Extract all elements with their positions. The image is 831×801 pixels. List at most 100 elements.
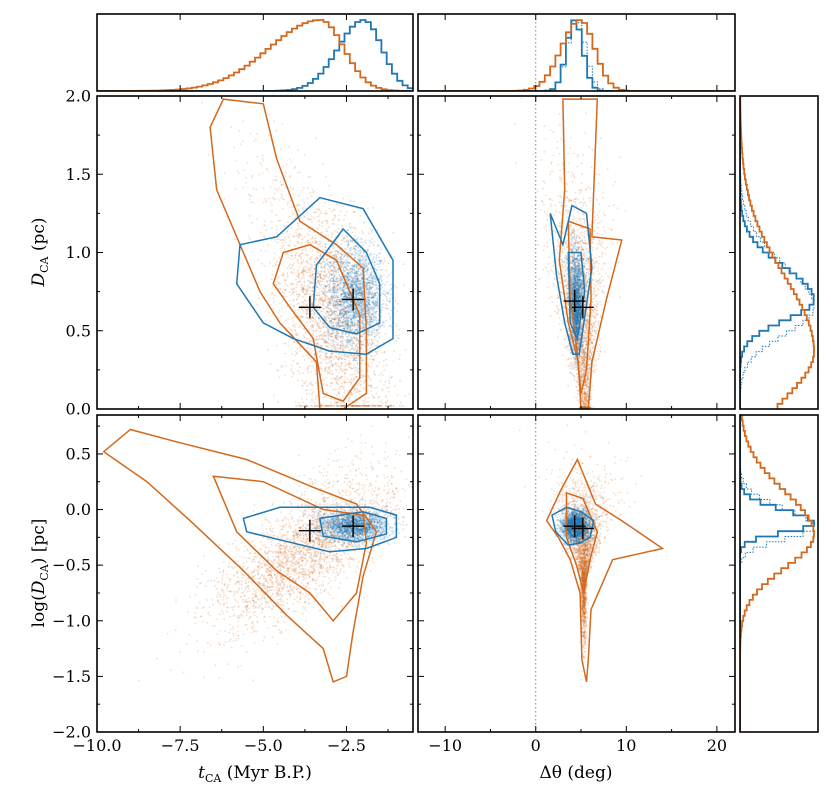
scatter-point [268, 113, 271, 116]
scatter-point [367, 232, 370, 235]
scatter-point [374, 280, 377, 282]
scatter-point [339, 377, 342, 379]
scatter-point [319, 276, 322, 279]
scatter-point [363, 310, 365, 313]
scatter-point [324, 319, 327, 322]
scatter-point [328, 300, 331, 303]
scatter-point [316, 257, 319, 259]
scatter-point [272, 297, 275, 300]
scatter-point [355, 289, 358, 291]
scatter-point [355, 294, 358, 296]
scatter-point [338, 279, 341, 282]
scatter-point [351, 367, 353, 370]
scatter-point [338, 305, 340, 307]
scatter-point [352, 286, 355, 289]
scatter-point [319, 254, 321, 257]
scatter-point [333, 313, 336, 316]
scatter-point [351, 322, 353, 324]
scatter-point [359, 285, 361, 288]
scatter-point [361, 299, 364, 302]
scatter-point [289, 240, 292, 243]
scatter-point [337, 257, 340, 260]
scatter-point [365, 289, 368, 291]
scatter-point [347, 329, 350, 332]
scatter-point [314, 299, 317, 302]
scatter-point [398, 405, 401, 407]
scatter-point [311, 188, 314, 191]
scatter-point [340, 294, 343, 297]
scatter-point [370, 267, 372, 270]
scatter-point [344, 317, 347, 320]
scatter-point [371, 361, 373, 364]
scatter-point [300, 227, 303, 230]
scatter-point [272, 561, 274, 564]
scatter-point [352, 279, 355, 282]
scatter-point [356, 273, 358, 276]
scatter-point [336, 344, 339, 346]
scatter-point [317, 531, 319, 534]
scatter-point [337, 227, 340, 230]
scatter-point [327, 317, 330, 319]
scatter-point [208, 153, 210, 156]
scatter-point [358, 405, 360, 407]
scatter-point [320, 265, 322, 268]
scatter-point [276, 232, 278, 235]
scatter-point [294, 244, 296, 247]
scatter-point [325, 352, 328, 355]
scatter-point [279, 302, 281, 305]
scatter-point [343, 358, 346, 360]
scatter-point [367, 405, 370, 407]
scatter-point [271, 313, 274, 316]
scatter-point [366, 364, 369, 366]
scatter-point [303, 274, 305, 277]
scatter-point [376, 304, 378, 307]
scatter-point [360, 340, 362, 343]
scatter-point [343, 327, 345, 330]
scatter-point [328, 301, 331, 303]
scatter-point [383, 369, 385, 372]
scatter-point [355, 354, 357, 357]
scatter-point [336, 303, 339, 306]
scatter-point [352, 281, 354, 284]
scatter-point [369, 315, 372, 318]
scatter-point [353, 256, 356, 259]
scatter-point [362, 299, 365, 302]
scatter-point [319, 273, 321, 276]
scatter-point [373, 358, 376, 361]
scatter-point [361, 310, 364, 313]
scatter-point [290, 283, 293, 286]
scatter-point [362, 317, 364, 320]
scatter-point [375, 316, 377, 319]
scatter-point [318, 514, 321, 517]
scatter-point [349, 252, 351, 255]
scatter-point [335, 300, 338, 303]
scatter-point [348, 305, 351, 308]
scatter-point [287, 227, 290, 230]
scatter-point [372, 275, 375, 278]
scatter-point [339, 314, 341, 317]
scatter-point [300, 257, 302, 260]
scatter-point [321, 338, 324, 341]
scatter-point [348, 396, 351, 399]
scatter-point [326, 310, 329, 312]
scatter-point [304, 595, 307, 598]
scatter-point [350, 337, 353, 340]
scatter-point [271, 204, 273, 207]
scatter-point [349, 348, 352, 351]
scatter-point [362, 313, 364, 316]
scatter-point [349, 268, 352, 270]
scatter-point [367, 332, 370, 334]
scatter-point [376, 364, 379, 367]
scatter-point [365, 241, 367, 244]
scatter-point [364, 286, 367, 289]
scatter-point [366, 284, 368, 287]
scatter-point [343, 310, 345, 313]
scatter-point [310, 304, 313, 307]
scatter-point [352, 373, 354, 376]
scatter-point [359, 287, 361, 290]
scatter-point [318, 316, 321, 319]
scatter-point [340, 313, 343, 315]
scatter-point [320, 237, 323, 240]
scatter-point [344, 310, 347, 312]
scatter-point [268, 133, 271, 136]
